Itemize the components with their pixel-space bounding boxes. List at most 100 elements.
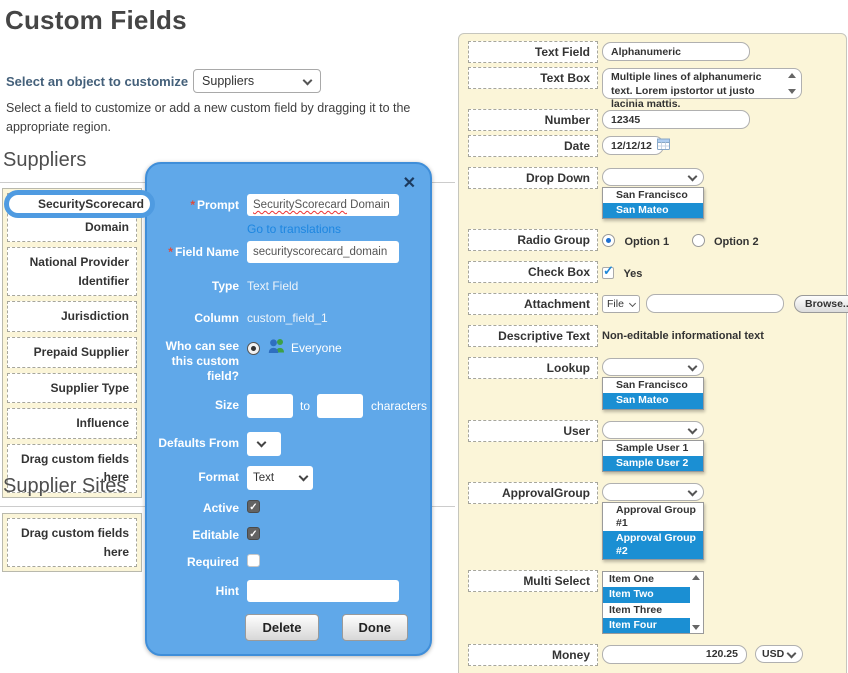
scroll-up-icon[interactable] [788, 73, 796, 78]
field-palette-panel: Text Field Alphanumeric Text Box Multipl… [458, 33, 848, 673]
palette-label-multi-select[interactable]: Multi Select [468, 570, 598, 593]
active-label: Active [202, 501, 239, 515]
palette-label-number[interactable]: Number [468, 109, 598, 131]
drop-down-option[interactable]: San Francisco [616, 189, 688, 201]
palette-label-approval-group[interactable]: ApprovalGroup [468, 481, 598, 504]
palette-label-descriptive-text[interactable]: Descriptive Text [468, 325, 598, 348]
object-selector-row: Select an object to customize Suppliers [6, 69, 322, 93]
prompt-label: * Prompt [190, 198, 239, 212]
drop-down-option-highlighted[interactable]: San Mateo [603, 203, 703, 219]
selected-field-callout[interactable]: SecurityScorecard [4, 190, 155, 218]
object-select[interactable]: Suppliers [193, 69, 322, 93]
type-label: Type [211, 279, 239, 293]
scroll-up-icon[interactable] [692, 575, 700, 581]
modal-row-active: Active ✓ [155, 500, 416, 516]
text-field-sample-input[interactable]: Alphanumeric [602, 42, 750, 61]
editable-checkbox[interactable]: ✓ [247, 527, 260, 540]
calendar-icon[interactable] [656, 138, 670, 153]
palette-label-radio-group[interactable]: Radio Group [468, 229, 598, 252]
everyone-radio[interactable] [247, 341, 260, 355]
field-item-jurisdiction[interactable]: Jurisdiction [7, 301, 137, 332]
defaults-from-select[interactable] [247, 432, 281, 456]
user-option-highlighted[interactable]: Sample User 2 [603, 455, 703, 471]
suppliers-drop-hint[interactable]: Drag custom fields here [7, 443, 137, 493]
delete-button[interactable]: Delete [245, 614, 319, 641]
done-button[interactable]: Done [341, 614, 408, 641]
format-select[interactable]: Text [247, 466, 313, 490]
radio-option-1[interactable] [602, 234, 615, 248]
lookup-option-highlighted[interactable]: San Mateo [603, 393, 703, 409]
translations-link[interactable]: Go to translations [247, 222, 342, 236]
attachment-input[interactable] [646, 294, 784, 314]
multi-select-option[interactable]: Item One [609, 573, 654, 586]
lookup-open-list: San Francisco San Mateo [602, 377, 704, 410]
palette-row-drop-down: Drop Down San Francisco San Mateo [468, 167, 837, 220]
defaults-from-label: Defaults From [158, 436, 239, 450]
palette-label-text-field[interactable]: Text Field [468, 41, 598, 63]
scroll-down-icon[interactable] [788, 89, 796, 94]
lookup-option[interactable]: San Francisco [616, 379, 688, 392]
chevron-down-icon [302, 75, 313, 86]
field-item-prepaid-supplier[interactable]: Prepaid Supplier [7, 336, 137, 368]
close-icon[interactable]: ✕ [402, 175, 416, 192]
supplier-sites-drop-hint[interactable]: Drag custom fields here [7, 518, 137, 568]
descriptive-sample-text: Non-editable informational text [602, 330, 764, 343]
palette-label-text-box[interactable]: Text Box [468, 67, 598, 89]
multi-select-option-highlighted[interactable]: Item Four [603, 617, 690, 633]
active-checkbox[interactable]: ✓ [247, 500, 260, 513]
required-marker: * [190, 198, 195, 212]
number-sample-input[interactable]: 12345 [602, 110, 750, 129]
field-name-input[interactable]: securityscorecard_domain [247, 241, 399, 263]
multi-select-option[interactable]: Item Three [609, 603, 663, 616]
approval-group-option-highlighted[interactable]: Approval Group #2 [603, 531, 703, 560]
drop-down-sample-select[interactable] [602, 168, 704, 186]
suppliers-drop-region[interactable]: SecurityScorecard Domain National Provid… [2, 188, 142, 498]
palette-row-multi-select: Multi Select Item One Item Two Item Thre… [468, 570, 837, 634]
palette-row-text-box: Text Box Multiple lines of alphanumeric … [468, 67, 837, 110]
size-joiner: to [300, 399, 311, 413]
lookup-sample-select[interactable] [602, 358, 704, 377]
date-sample-input[interactable]: 12/12/12 [602, 136, 670, 155]
money-sample-input[interactable]: 120.25 [602, 644, 747, 664]
multi-select-option-highlighted[interactable]: Item Two [603, 587, 690, 603]
currency-select[interactable]: USD [755, 645, 803, 664]
user-option[interactable]: Sample User 1 [616, 441, 689, 454]
radio-option-2[interactable] [691, 234, 705, 248]
scroll-down-icon[interactable] [692, 624, 700, 630]
palette-label-check-box[interactable]: Check Box [468, 261, 598, 284]
field-item-influence[interactable]: Influence [7, 408, 137, 439]
prompt-input[interactable]: SecurityScorecard Domain [247, 194, 399, 216]
text-box-sample-textarea[interactable]: Multiple lines of alphanumeric text. Lor… [602, 68, 802, 110]
approval-group-open-list: Approval Group #1 Approval Group #2 [602, 501, 704, 561]
approval-group-sample-select[interactable] [602, 482, 704, 501]
palette-label-drop-down[interactable]: Drop Down [468, 167, 598, 189]
multi-select-listbox[interactable]: Item One Item Two Item Three Item Four [602, 571, 704, 634]
required-label: Required [186, 555, 239, 569]
supplier-sites-drop-region[interactable]: Drag custom fields here [2, 513, 142, 573]
chevron-down-icon [298, 471, 309, 482]
sample-checkbox[interactable]: ✓ [602, 263, 614, 280]
attachment-file-select[interactable]: File [602, 294, 640, 313]
palette-label-attachment[interactable]: Attachment [468, 293, 598, 316]
browse-button[interactable]: Browse... [794, 294, 848, 313]
approval-group-option[interactable]: Approval Group #1 [616, 503, 696, 529]
user-sample-select[interactable] [602, 420, 704, 439]
size-max-input[interactable] [317, 394, 364, 418]
palette-label-money[interactable]: Money [468, 643, 598, 666]
required-marker: * [168, 245, 173, 259]
visibility-label: Who can see this custom field? [165, 339, 239, 383]
chevron-down-icon [256, 437, 267, 448]
size-min-input[interactable] [247, 394, 293, 418]
type-value: Text Field [247, 279, 299, 293]
hint-input[interactable] [247, 580, 399, 602]
field-item-national-provider-identifier[interactable]: National Provider Identifier [7, 247, 137, 297]
user-open-list: Sample User 1 Sample User 2 [602, 439, 704, 472]
format-select-value: Text [253, 472, 275, 484]
palette-label-user[interactable]: User [468, 419, 598, 442]
modal-row-translations: Go to translations [155, 220, 416, 236]
chevron-down-icon [687, 171, 698, 182]
required-checkbox[interactable] [247, 554, 260, 567]
field-item-supplier-type[interactable]: Supplier Type [7, 372, 137, 404]
palette-label-date[interactable]: Date [468, 135, 598, 157]
palette-label-lookup[interactable]: Lookup [468, 357, 598, 380]
